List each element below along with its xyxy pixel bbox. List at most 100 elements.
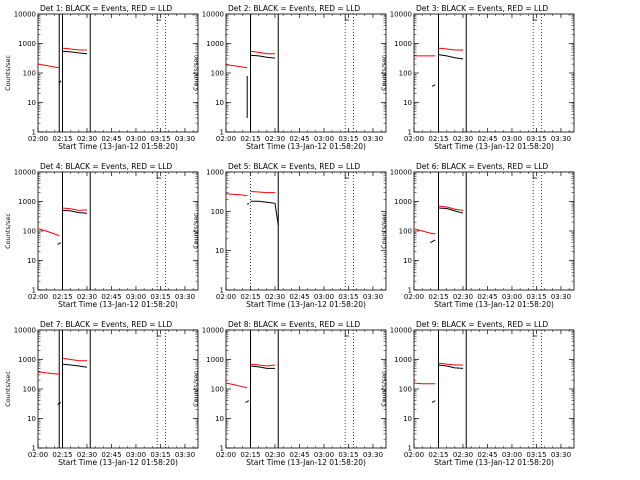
lld-series-line <box>413 382 436 385</box>
panel-det3: Det 3: BLACK = Events, RED = LLD 1 10 100 10… <box>380 4 575 151</box>
x-tick-label: 03:15 <box>526 135 546 143</box>
x-tick-label: 02:00 <box>28 451 48 459</box>
x-tick-label: 03:30 <box>363 293 383 301</box>
y-tick-label: 1000 <box>394 40 412 48</box>
x-tick-label: 02:00 <box>216 293 236 301</box>
y-tick-label: 100 <box>399 386 412 394</box>
y-tick-label: 10000 <box>14 169 36 177</box>
plot-frame <box>225 171 387 291</box>
y-tick-label: 1 <box>32 129 36 137</box>
x-tick-label: 03:00 <box>314 135 334 143</box>
panel-title: Det 4: BLACK = Events, RED = LLD <box>40 162 172 171</box>
x-tick-label: 03:00 <box>126 135 146 143</box>
x-tick-label: 03:15 <box>526 451 546 459</box>
panel-title: Det 7: BLACK = Events, RED = LLD <box>40 320 172 329</box>
x-tick-label: 02:45 <box>477 135 497 143</box>
x-tick-label: 02:30 <box>453 135 473 143</box>
marker-bracket <box>532 15 538 21</box>
y-axis-label: Counts/sec <box>192 371 200 407</box>
lld-series-line <box>62 207 88 211</box>
events-series-line <box>57 242 62 245</box>
y-tick-label: 10000 <box>390 11 412 19</box>
panel-det9: Det 9: BLACK = Events, RED = LLD 1 10 100 10… <box>380 320 575 467</box>
y-tick-label: 100 <box>23 70 36 78</box>
lld-series-line <box>438 362 463 366</box>
y-tick-label: 100 <box>23 228 36 236</box>
lld-series-line <box>62 357 87 362</box>
x-tick-label: 02:30 <box>453 293 473 301</box>
x-tick-label: 02:00 <box>28 293 48 301</box>
x-tick-label: 02:45 <box>289 135 309 143</box>
panel-title: Det 9: BLACK = Events, RED = LLD <box>416 320 548 329</box>
events-series-line <box>62 50 88 55</box>
y-axis-label: Counts/sec <box>380 213 388 249</box>
panel-det1: Det 1: BLACK = Events, RED = LLD 1 10 100 10… <box>4 4 199 151</box>
x-tick-label: 03:15 <box>526 293 546 301</box>
x-tick-label: 02:15 <box>240 135 260 143</box>
y-tick-label: 10000 <box>390 169 412 177</box>
x-tick-label: 03:00 <box>314 293 334 301</box>
y-tick-label: 10 <box>215 247 224 255</box>
x-tick-label: 03:30 <box>551 451 571 459</box>
y-tick-label: 10 <box>27 415 36 423</box>
x-tick-label: 02:15 <box>428 451 448 459</box>
events-series-line <box>250 365 275 369</box>
lld-series-line <box>62 47 87 51</box>
x-tick-label: 02:45 <box>101 451 121 459</box>
x-tick-label: 02:45 <box>289 293 309 301</box>
panel-det8: Det 8: BLACK = Events, RED = LLD 1 10 100 10… <box>192 320 387 467</box>
y-tick-label: 10 <box>403 257 412 265</box>
events-series-line <box>438 207 464 214</box>
panel-title: Det 5: BLACK = Events, RED = LLD <box>228 162 360 171</box>
panel-title: Det 1: BLACK = Events, RED = LLD <box>40 4 172 13</box>
lld-series-line <box>37 228 60 237</box>
y-axis-label: Counts/sec <box>380 55 388 91</box>
x-tick-label: 02:30 <box>77 293 97 301</box>
x-tick-label: 02:15 <box>428 293 448 301</box>
panel-det2: Det 2: BLACK = Events, RED = LLD 1 10 100 10… <box>192 4 387 151</box>
lld-series-line <box>37 371 60 375</box>
marker-bracket <box>156 173 162 179</box>
y-tick-label: 1 <box>220 287 224 295</box>
events-series-line <box>250 54 276 59</box>
x-axis-label: Start Time (13-Jan-12 01:58:20) <box>246 458 366 467</box>
y-axis-label: Counts/sec <box>4 213 12 249</box>
y-tick-label: 100 <box>399 70 412 78</box>
marker-bracket <box>532 173 538 179</box>
x-tick-label: 03:00 <box>502 135 522 143</box>
x-tick-label: 03:00 <box>502 293 522 301</box>
y-tick-label: 10000 <box>14 327 36 335</box>
events-series-line <box>431 84 436 87</box>
x-tick-label: 02:15 <box>52 451 72 459</box>
y-tick-label: 1000 <box>206 40 224 48</box>
y-tick-label: 10 <box>403 99 412 107</box>
y-tick-label: 1000 <box>206 169 224 177</box>
events-series-line <box>438 364 464 369</box>
x-axis-label: Start Time (13-Jan-12 01:58:20) <box>434 458 554 467</box>
x-tick-label: 03:30 <box>175 451 195 459</box>
marker-bracket <box>532 331 538 337</box>
x-tick-label: 02:15 <box>240 293 260 301</box>
lld-series-line <box>413 228 436 235</box>
x-tick-label: 02:15 <box>428 135 448 143</box>
x-tick-label: 02:00 <box>216 451 236 459</box>
marker-bracket <box>344 331 350 337</box>
x-tick-label: 03:00 <box>502 451 522 459</box>
marker-bracket <box>344 15 350 21</box>
x-tick-label: 02:15 <box>52 135 72 143</box>
y-tick-label: 1 <box>32 445 36 453</box>
panel-title: Det 3: BLACK = Events, RED = LLD <box>416 4 548 13</box>
lld-series-line <box>250 50 275 55</box>
panel-title: Det 8: BLACK = Events, RED = LLD <box>228 320 360 329</box>
panel-title: Det 6: BLACK = Events, RED = LLD <box>416 162 548 171</box>
x-tick-label: 03:15 <box>338 135 358 143</box>
y-tick-label: 10 <box>27 257 36 265</box>
y-tick-label: 1000 <box>18 356 36 364</box>
y-tick-label: 10000 <box>14 11 36 19</box>
y-tick-label: 10 <box>27 99 36 107</box>
y-tick-label: 10000 <box>390 327 412 335</box>
x-tick-label: 03:15 <box>338 293 358 301</box>
lld-series-line <box>438 205 464 211</box>
lld-series-line <box>250 363 276 367</box>
